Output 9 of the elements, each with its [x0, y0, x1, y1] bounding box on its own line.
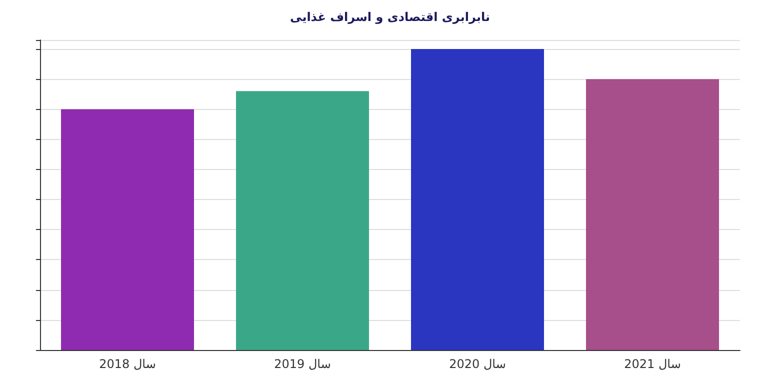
bar — [61, 109, 194, 350]
x-tick-label: سال 2019 — [274, 357, 331, 371]
bar — [411, 49, 544, 350]
x-tick-label: سال 2018 — [99, 357, 156, 371]
bar — [236, 91, 369, 350]
x-tick-label: سال 2021 — [624, 357, 681, 371]
x-tick-label: سال 2020 — [449, 357, 506, 371]
bar — [586, 79, 719, 350]
chart-title: نابرابری اقتصادی و اسراف غذایی — [290, 10, 490, 24]
